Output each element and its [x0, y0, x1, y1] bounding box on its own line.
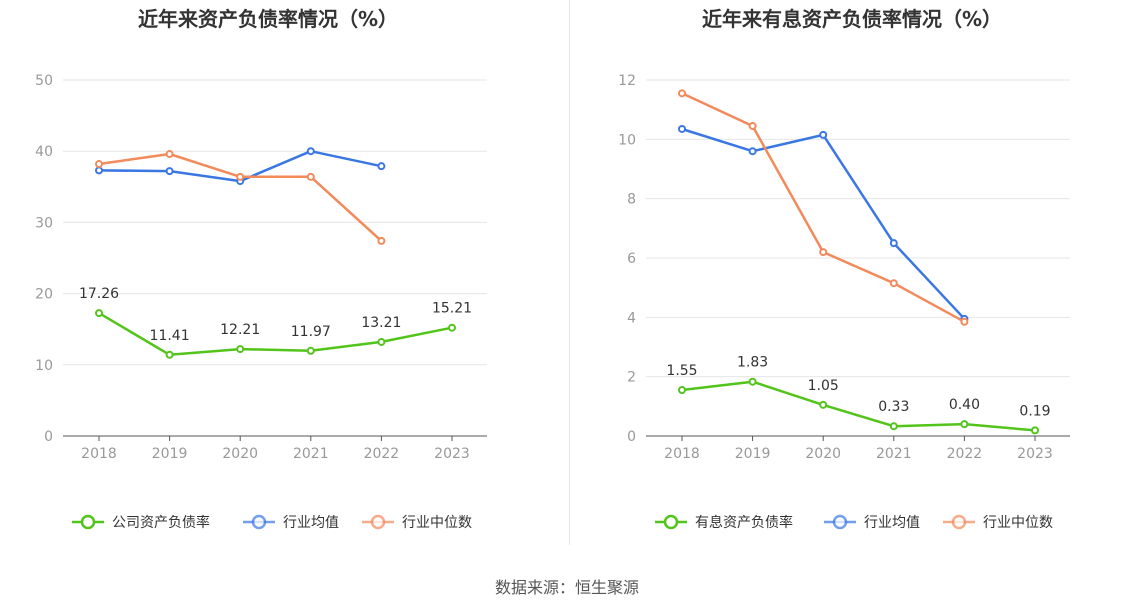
data-label: 11.97	[291, 324, 331, 340]
data-point	[960, 317, 969, 326]
data-point	[748, 121, 757, 130]
data-point	[95, 309, 103, 318]
series-line	[681, 127, 966, 320]
legend-marker	[370, 514, 386, 530]
y-tick-label: 30	[35, 215, 53, 231]
panel-divider	[569, 0, 570, 545]
y-tick-label: 12	[618, 73, 636, 89]
x-tick-label: 2018	[664, 446, 700, 462]
series-line	[98, 312, 453, 357]
data-point	[678, 124, 686, 133]
data-point	[1031, 426, 1039, 435]
chart-panel-1: 近年来资产负债率情况（%） 0 10 20 30 40 50 2018 2019 2020 2021…	[35, 7, 487, 531]
legend-marker	[251, 514, 267, 530]
data-point	[165, 167, 174, 176]
legend-label: 有息资产负债率	[695, 514, 793, 531]
series-line	[681, 92, 965, 323]
legend-marker	[832, 514, 848, 530]
y-tick-label: 50	[35, 73, 53, 89]
charts-area: 近年来资产负债率情况（%） 0 10 20 30 40 50 2018 2019 2020 2021…	[35, 7, 1070, 531]
data-label: 1.55	[666, 363, 697, 379]
data-point	[95, 160, 103, 169]
data-point	[306, 346, 315, 355]
x-tick-label: 2023	[434, 446, 470, 462]
y-tick-label: 40	[35, 144, 53, 160]
legend-item[interactable]: 公司资产负债率	[72, 514, 210, 531]
data-point	[678, 386, 686, 395]
legend-label: 公司资产负债率	[112, 514, 210, 531]
data-point	[678, 89, 686, 98]
y-tick-label: 4	[627, 310, 636, 326]
data-point	[95, 166, 103, 175]
series-line	[98, 152, 383, 242]
data-point	[748, 147, 757, 156]
data-point	[377, 337, 386, 346]
data-point	[448, 323, 456, 332]
data-point	[306, 172, 315, 181]
data-point	[819, 248, 828, 257]
legend-label: 行业均值	[283, 515, 339, 531]
data-point	[236, 345, 245, 354]
y-tick-label: 0	[627, 429, 636, 445]
chart-panel-2: 近年来有息资产负债率情况（%） 0 2 4 6 8 10 12 2018 2019 2020 2021…	[618, 7, 1070, 531]
data-point	[236, 172, 245, 181]
data-label: 1.83	[737, 355, 768, 371]
legend-item[interactable]: 行业中位数	[943, 514, 1053, 531]
legend-label: 行业中位数	[402, 515, 472, 531]
legend-marker	[80, 514, 96, 530]
x-tick-label: 2022	[947, 446, 983, 462]
legend-item[interactable]: 行业均值	[243, 514, 339, 531]
legend-item[interactable]: 有息资产负债率	[655, 514, 793, 531]
data-label: 15.21	[432, 301, 472, 317]
x-tick-label: 2019	[152, 446, 188, 462]
chart-title: 近年来有息资产负债率情况（%）	[702, 7, 1002, 31]
data-point	[960, 420, 969, 429]
data-point	[819, 130, 828, 139]
data-label: 0.40	[949, 397, 980, 413]
data-label: 1.05	[808, 378, 839, 394]
x-tick-label: 2022	[364, 446, 400, 462]
y-tick-label: 10	[35, 358, 53, 374]
data-label: 12.21	[220, 322, 260, 338]
x-tick-label: 2019	[735, 446, 771, 462]
x-tick-label: 2023	[1017, 446, 1053, 462]
data-source-note: 数据来源：恒生聚源	[494, 578, 639, 597]
x-tick-label: 2020	[222, 446, 258, 462]
series-line	[681, 380, 1036, 432]
legend-item[interactable]: 行业均值	[824, 514, 920, 531]
data-point	[165, 350, 174, 359]
data-label: 11.41	[150, 328, 190, 344]
y-tick-label: 8	[627, 192, 636, 208]
x-tick-label: 2021	[293, 446, 329, 462]
y-tick-label: 10	[618, 132, 636, 148]
x-tick-label: 2021	[876, 446, 912, 462]
y-tick-label: 0	[44, 429, 53, 445]
data-label: 13.21	[361, 315, 401, 331]
data-label: 0.19	[1019, 403, 1050, 419]
legend-marker	[951, 514, 967, 530]
data-point	[165, 150, 174, 159]
data-point	[306, 147, 315, 156]
y-tick-label: 6	[627, 251, 636, 267]
legend-marker	[663, 514, 679, 530]
legend-label: 行业中位数	[983, 515, 1053, 531]
chart-title: 近年来资产负债率情况（%）	[138, 7, 398, 31]
legend-item[interactable]: 行业中位数	[362, 514, 472, 531]
data-point	[889, 422, 898, 431]
y-tick-label: 2	[627, 370, 636, 386]
data-point	[377, 162, 386, 171]
data-point	[889, 279, 898, 288]
data-label: 17.26	[79, 286, 119, 302]
data-point	[889, 239, 898, 248]
x-tick-label: 2018	[81, 446, 117, 462]
y-tick-label: 20	[35, 287, 53, 303]
data-label: 0.33	[878, 399, 909, 415]
x-tick-label: 2020	[805, 446, 841, 462]
legend-label: 行业均值	[864, 515, 920, 531]
data-point	[377, 236, 386, 245]
data-point	[819, 400, 828, 409]
data-point	[748, 377, 757, 386]
